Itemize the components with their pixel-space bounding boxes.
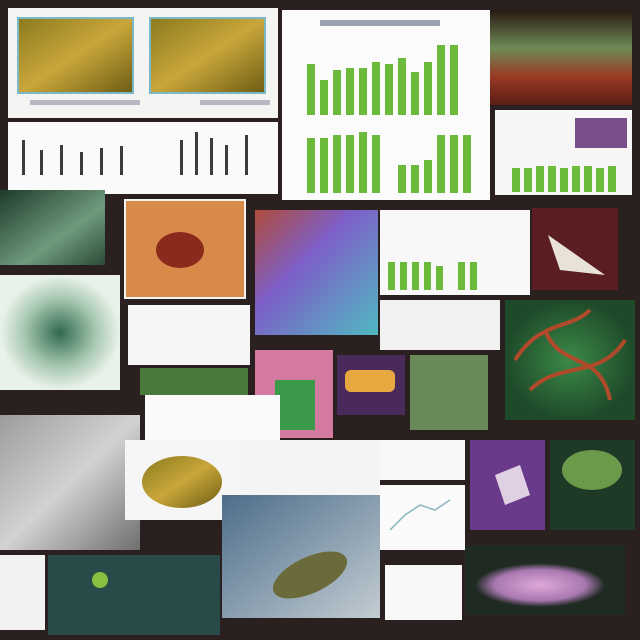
image [140,368,248,395]
object [475,563,605,607]
image [124,199,246,299]
image [222,495,380,618]
chart-title-blur [320,20,440,26]
panel [128,305,250,365]
image [0,415,140,550]
image [505,300,635,420]
object [345,370,395,392]
image [0,190,105,265]
object [562,450,622,490]
crystal [495,465,530,505]
image [490,10,632,105]
panel [380,300,500,350]
image [255,210,378,335]
image [532,208,618,290]
image [149,17,266,94]
image [0,275,120,390]
green-bars [388,262,477,290]
green-bars [307,45,471,193]
object [92,572,108,588]
object [548,235,605,275]
branches [513,308,627,401]
object [275,380,315,430]
object [156,232,204,268]
line [389,499,451,531]
panel [0,555,45,630]
image [17,17,134,94]
document [145,395,280,440]
chart-panel [380,485,465,550]
object [142,456,222,508]
caption [200,100,270,105]
object [272,551,348,599]
image [410,355,488,430]
chart-bars [22,132,248,175]
panel [8,122,278,194]
image [575,118,627,148]
caption [30,100,140,105]
panel [380,440,465,480]
image [48,555,220,635]
panel [240,440,380,500]
green-bars [512,166,616,192]
panel [385,565,462,620]
